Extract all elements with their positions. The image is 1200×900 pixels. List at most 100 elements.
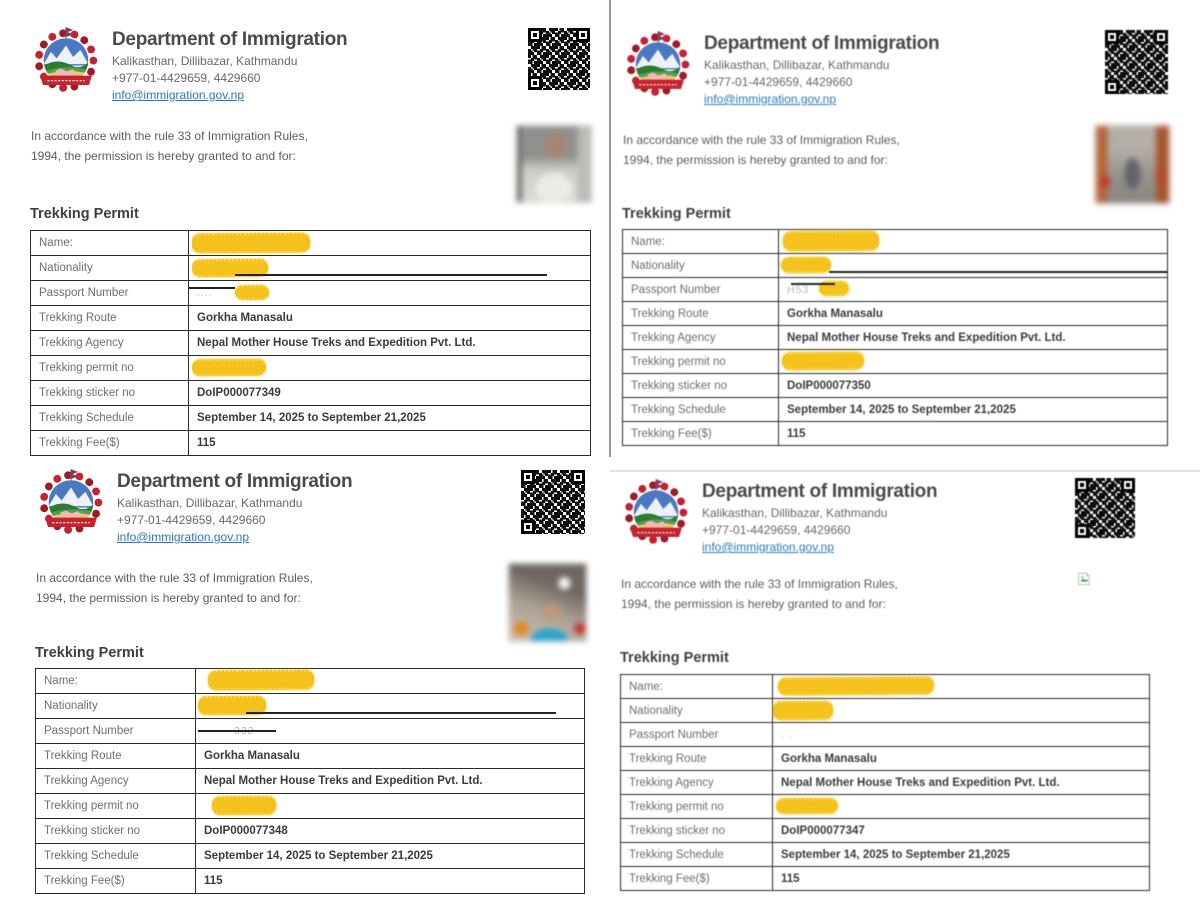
pen-strike — [235, 274, 547, 276]
permit-bottom-right: Department of Immigration Kalikasthan, D… — [620, 478, 1150, 894]
org-header: Department of Immigration Kalikasthan, D… — [704, 33, 940, 108]
row-name: Name: — [31, 231, 590, 256]
section-title: Trekking Permit — [30, 206, 139, 222]
qr-code — [1075, 478, 1135, 538]
section-title: Trekking Permit — [35, 645, 144, 661]
org-address: Kalikasthan, Dillibazar, Kathmandu — [704, 58, 890, 72]
row-trekking-agency: Trekking Agency Nepal Mother House Treks… — [621, 771, 1149, 795]
nepal-emblem-logo — [30, 26, 102, 98]
org-email-link[interactable]: info@immigration.gov.np — [702, 540, 835, 554]
redaction-highlight — [211, 795, 277, 816]
section-title: Trekking Permit — [622, 206, 731, 222]
row-trekking-schedule: Trekking Schedule September 14, 2025 to … — [623, 398, 1167, 422]
row-trekking-route: Trekking Route Gorkha Manasalu — [623, 302, 1167, 326]
row-trekking-route: Trekking Route Gorkha Manasalu — [621, 747, 1149, 771]
faint-remnant: H53 — [787, 283, 810, 296]
intro-text: In accordance with the rule 33 of Immigr… — [36, 571, 313, 605]
redaction-highlight — [781, 351, 865, 371]
org-title: Department of Immigration — [702, 481, 938, 502]
row-trekking-sticker-no: Trekking sticker no DoIP000077350 — [623, 374, 1167, 398]
applicant-photo — [508, 563, 587, 642]
row-trekking-permit-no: Trekking permit no — [36, 794, 584, 819]
org-address: Kalikasthan, Dillibazar, Kathmandu — [117, 496, 303, 510]
org-header: Department of Immigration Kalikasthan, D… — [702, 481, 938, 556]
org-title: Department of Immigration — [112, 29, 348, 50]
row-trekking-fee: Trekking Fee($) 115 — [31, 431, 590, 455]
org-phone: +977-01-4429659, 4429660 — [702, 523, 851, 537]
org-email-link[interactable]: info@immigration.gov.np — [117, 530, 250, 544]
applicant-photo — [1095, 125, 1170, 204]
row-trekking-permit-no: Trekking permit no — [623, 350, 1167, 374]
intro-text: In accordance with the rule 33 of Immigr… — [621, 577, 898, 611]
redaction-highlight — [777, 676, 935, 696]
row-trekking-fee: Trekking Fee($) 115 — [36, 869, 584, 893]
permit-top-right: Department of Immigration Kalikasthan, D… — [622, 30, 1170, 450]
org-header: Department of Immigration Kalikasthan, D… — [112, 29, 348, 104]
permit-table: Name: Nationality Passport Number . . Tr… — [620, 674, 1150, 891]
row-trekking-schedule: Trekking Schedule September 14, 2025 to … — [621, 843, 1149, 867]
permit-bottom-left: Department of Immigration Kalikasthan, D… — [35, 468, 587, 896]
redaction-highlight — [775, 797, 839, 815]
org-header: Department of Immigration Kalikasthan, D… — [117, 471, 353, 546]
row-passport-number: Passport Number 332 — [36, 719, 584, 744]
row-trekking-agency: Trekking Agency Nepal Mother House Treks… — [623, 326, 1167, 350]
nepal-emblem-logo — [620, 478, 692, 550]
permit-table: Name: Nationality Passport Number .... T… — [30, 230, 591, 456]
row-name: Name: — [623, 230, 1167, 254]
redaction-highlight — [772, 700, 834, 721]
org-address: Kalikasthan, Dillibazar, Kathmandu — [112, 54, 298, 68]
row-passport-number: Passport Number .... — [31, 281, 590, 306]
row-trekking-sticker-no: Trekking sticker no DoIP000077349 — [31, 381, 590, 406]
faint-remnant: .... — [197, 287, 213, 299]
row-trekking-route: Trekking Route Gorkha Manasalu — [36, 744, 584, 769]
redaction-highlight — [234, 284, 270, 301]
qr-code — [528, 28, 590, 90]
org-title: Department of Immigration — [704, 33, 940, 54]
nepal-emblem-logo — [622, 30, 694, 102]
applicant-photo — [516, 125, 592, 203]
row-trekking-schedule: Trekking Schedule September 14, 2025 to … — [31, 406, 590, 431]
faint-remnant: . . — [781, 728, 793, 741]
row-trekking-fee: Trekking Fee($) 115 — [621, 867, 1149, 890]
org-email-link[interactable]: info@immigration.gov.np — [704, 92, 837, 106]
org-phone: +977-01-4429659, 4429660 — [117, 513, 266, 527]
org-title: Department of Immigration — [117, 471, 353, 492]
vertical-divider — [609, 0, 611, 457]
pen-strike — [791, 283, 835, 285]
org-email-link[interactable]: info@immigration.gov.np — [112, 88, 245, 102]
org-address: Kalikasthan, Dillibazar, Kathmandu — [702, 506, 888, 520]
org-phone: +977-01-4429659, 4429660 — [112, 71, 261, 85]
redaction-highlight — [191, 232, 311, 254]
intro-text: In accordance with the rule 33 of Immigr… — [31, 129, 308, 163]
row-trekking-agency: Trekking Agency Nepal Mother House Treks… — [36, 769, 584, 794]
row-nationality: Nationality — [31, 256, 590, 281]
permit-table: Name: Nationality Passport Number H53 Tr… — [622, 229, 1168, 446]
pen-strike — [246, 712, 556, 714]
pen-strike — [198, 730, 276, 732]
row-trekking-fee: Trekking Fee($) 115 — [623, 422, 1167, 445]
permit-top-left: Department of Immigration Kalikasthan, D… — [30, 26, 592, 458]
org-phone: +977-01-4429659, 4429660 — [704, 75, 853, 89]
row-passport-number: Passport Number H53 — [623, 278, 1167, 302]
row-trekking-agency: Trekking Agency Nepal Mother House Treks… — [31, 331, 590, 356]
row-nationality: Nationality — [623, 254, 1167, 278]
row-name: Name: — [621, 675, 1149, 699]
intro-text: In accordance with the rule 33 of Immigr… — [623, 133, 900, 167]
redaction-highlight — [780, 256, 832, 274]
pen-strike — [189, 287, 235, 289]
row-nationality: Nationality — [621, 699, 1149, 723]
horizontal-divider — [610, 470, 1200, 472]
row-trekking-sticker-no: Trekking sticker no DoIP000077348 — [36, 819, 584, 844]
pen-strike — [829, 271, 1167, 273]
qr-code — [1105, 30, 1168, 94]
row-nationality: Nationality — [36, 694, 584, 719]
qr-code — [521, 470, 585, 534]
row-trekking-route: Trekking Route Gorkha Manasalu — [31, 306, 590, 331]
permit-table: Name: Nationality Passport Number 332 Tr… — [35, 668, 585, 894]
row-trekking-permit-no: Trekking permit no — [621, 795, 1149, 819]
section-title: Trekking Permit — [620, 650, 729, 666]
row-passport-number: Passport Number . . — [621, 723, 1149, 747]
nepal-emblem-logo — [35, 468, 107, 540]
row-name: Name: — [36, 669, 584, 694]
